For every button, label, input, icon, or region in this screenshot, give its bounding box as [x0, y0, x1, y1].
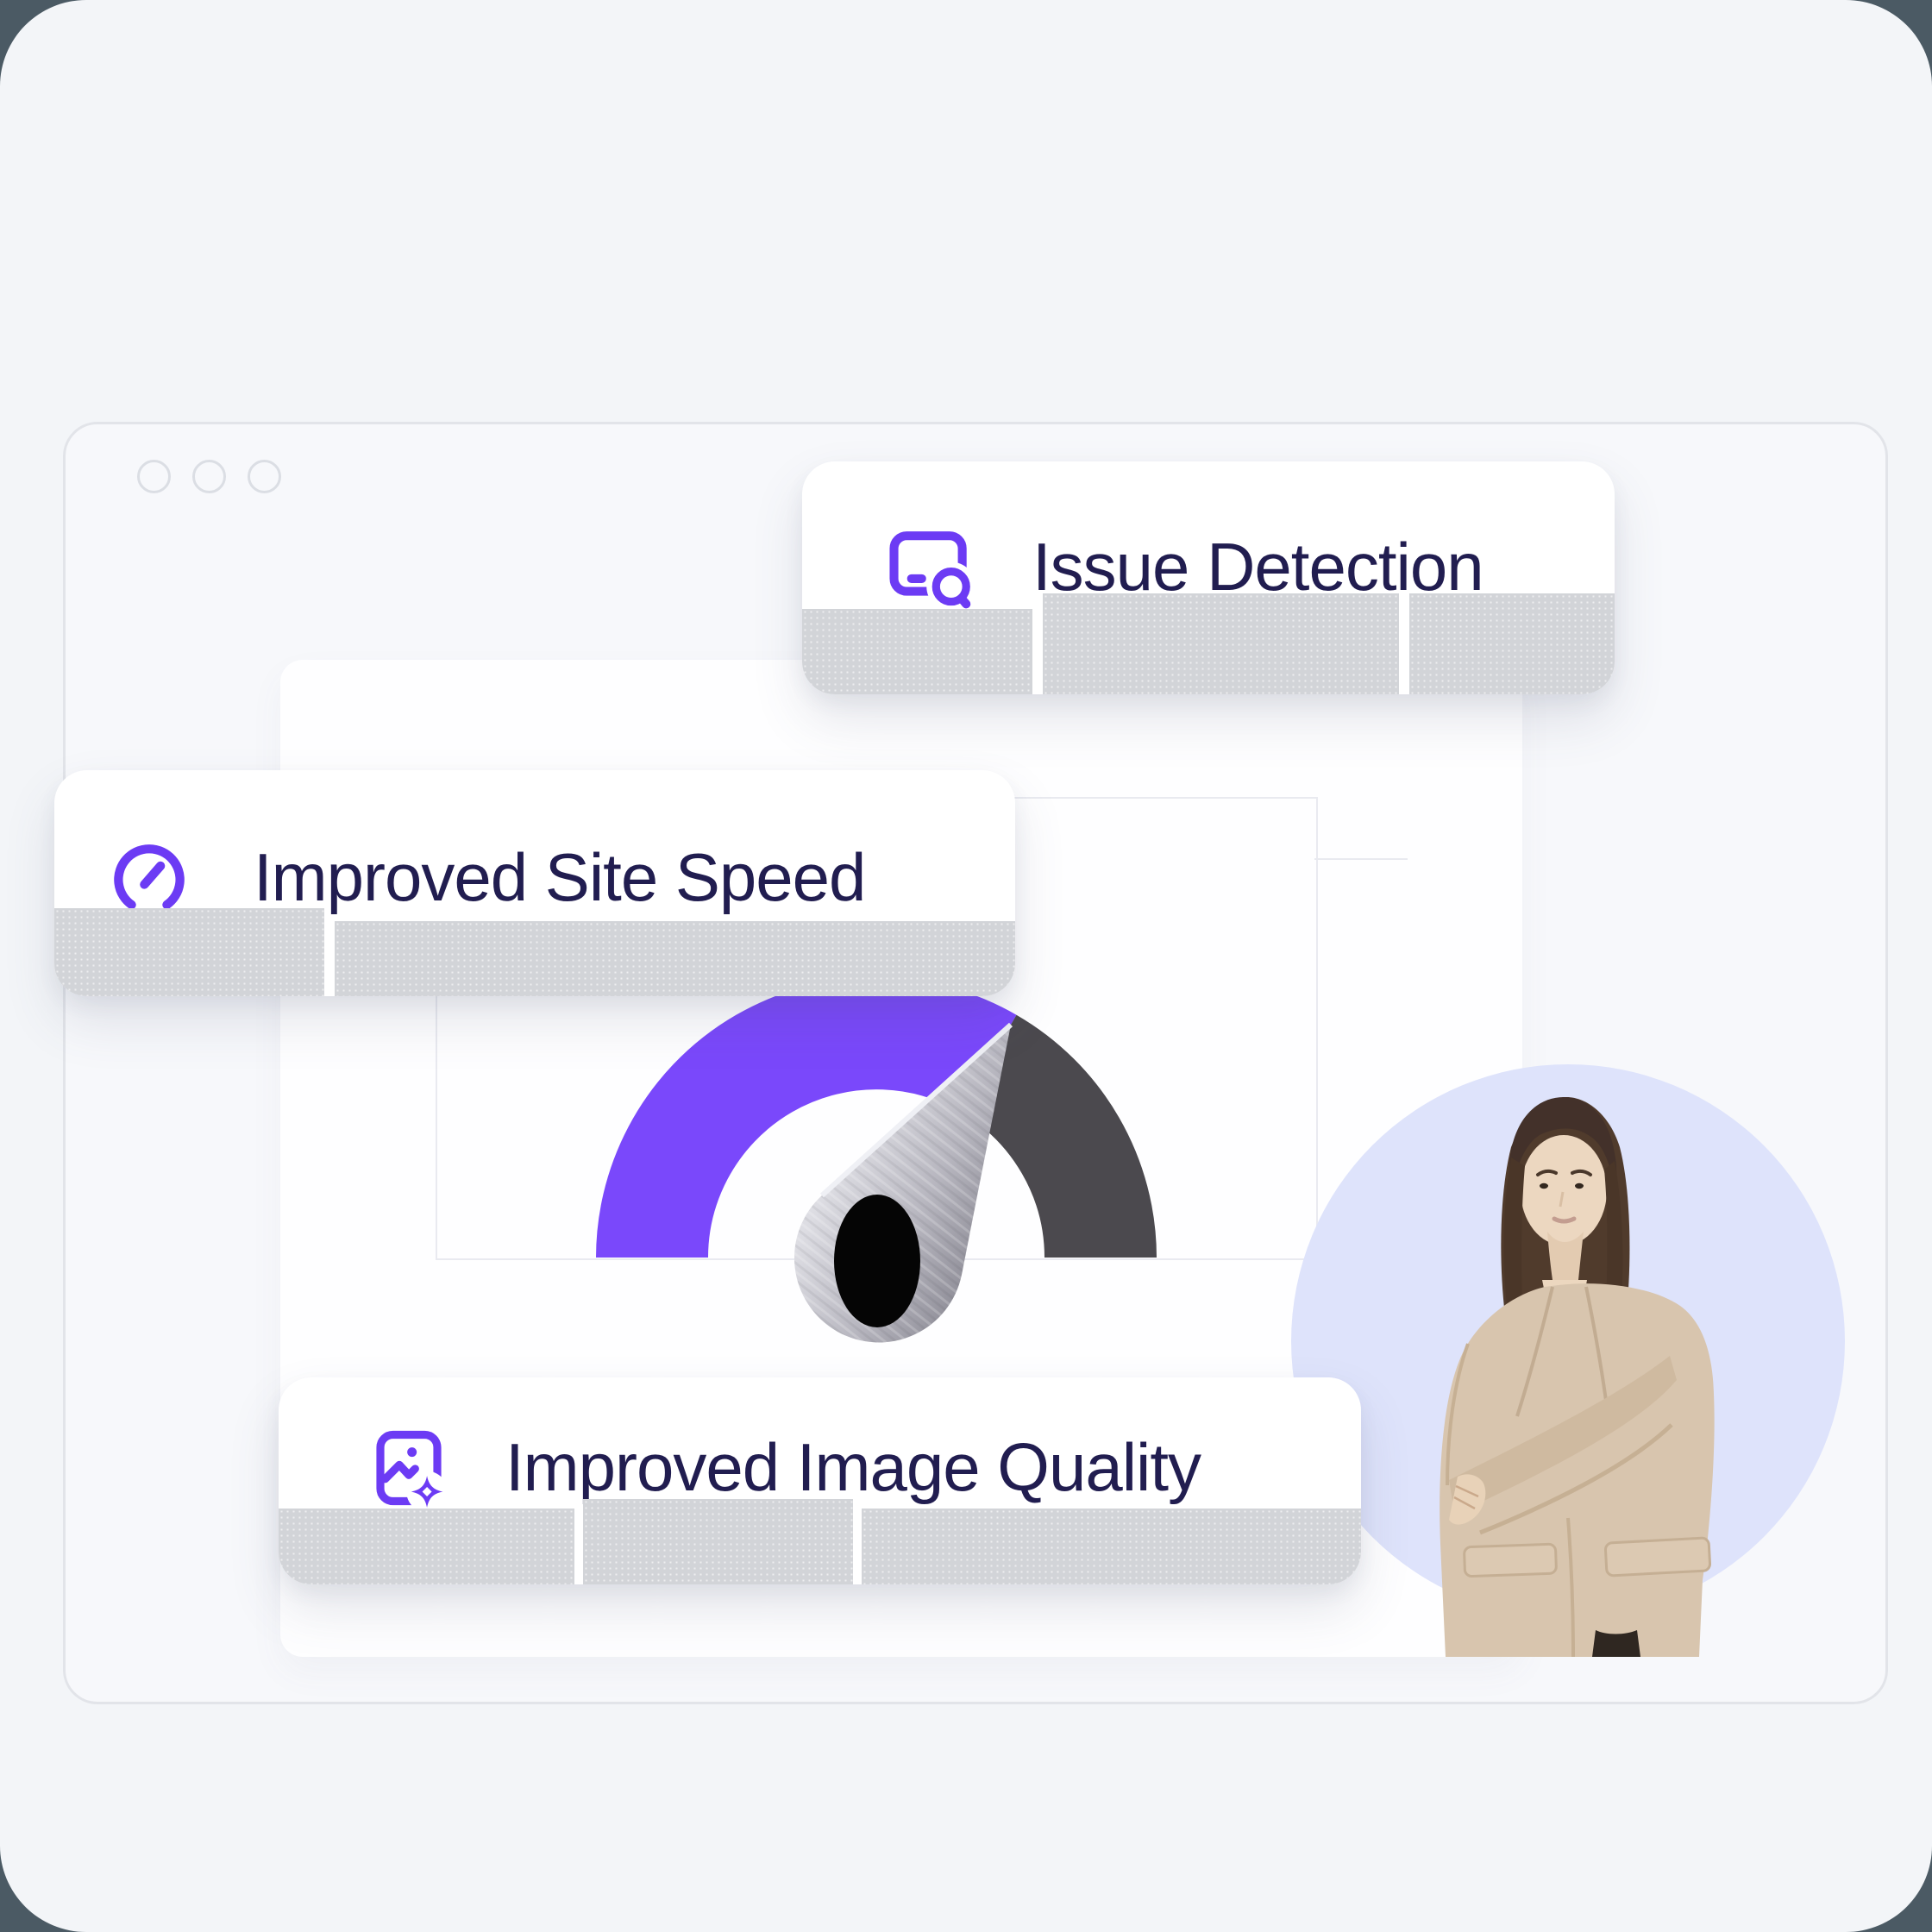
window-dot-icon — [192, 460, 226, 493]
window-search-icon — [889, 530, 976, 612]
hero-photo — [1291, 1064, 1845, 1657]
feature-label: Improved Site Speed — [254, 839, 866, 915]
feature-card-image-quality: Improved Image Quality — [279, 1377, 1361, 1584]
window-dot-icon — [248, 460, 281, 493]
feature-card-site-speed: Improved Site Speed — [54, 770, 1015, 996]
feature-label: Issue Detection — [1032, 529, 1484, 605]
skeleton-block — [583, 1499, 853, 1584]
woman-photo — [1440, 1097, 1715, 1657]
needle-hub — [834, 1195, 920, 1327]
speed-gauge — [596, 977, 1157, 1343]
speedometer-icon — [110, 839, 188, 917]
feature-card-issue-detection: Issue Detection — [802, 461, 1615, 694]
wireframe-header-line — [1314, 858, 1408, 860]
gauge-filled-arc — [596, 977, 1017, 1259]
skeleton-block — [1043, 593, 1399, 694]
skeleton-block — [862, 1509, 1361, 1584]
skeleton-block — [279, 1509, 574, 1584]
image-sparkle-icon — [371, 1430, 448, 1512]
skeleton-block — [335, 921, 1015, 996]
gauge-needle — [794, 1022, 1013, 1343]
skeleton-block — [54, 908, 324, 996]
skeleton-block — [1409, 593, 1615, 694]
feature-label: Improved Image Quality — [505, 1429, 1201, 1505]
window-dot-icon — [137, 460, 171, 493]
skeleton-block — [802, 609, 1032, 694]
traffic-lights — [137, 460, 281, 493]
gauge-track-arc — [959, 1014, 1157, 1259]
